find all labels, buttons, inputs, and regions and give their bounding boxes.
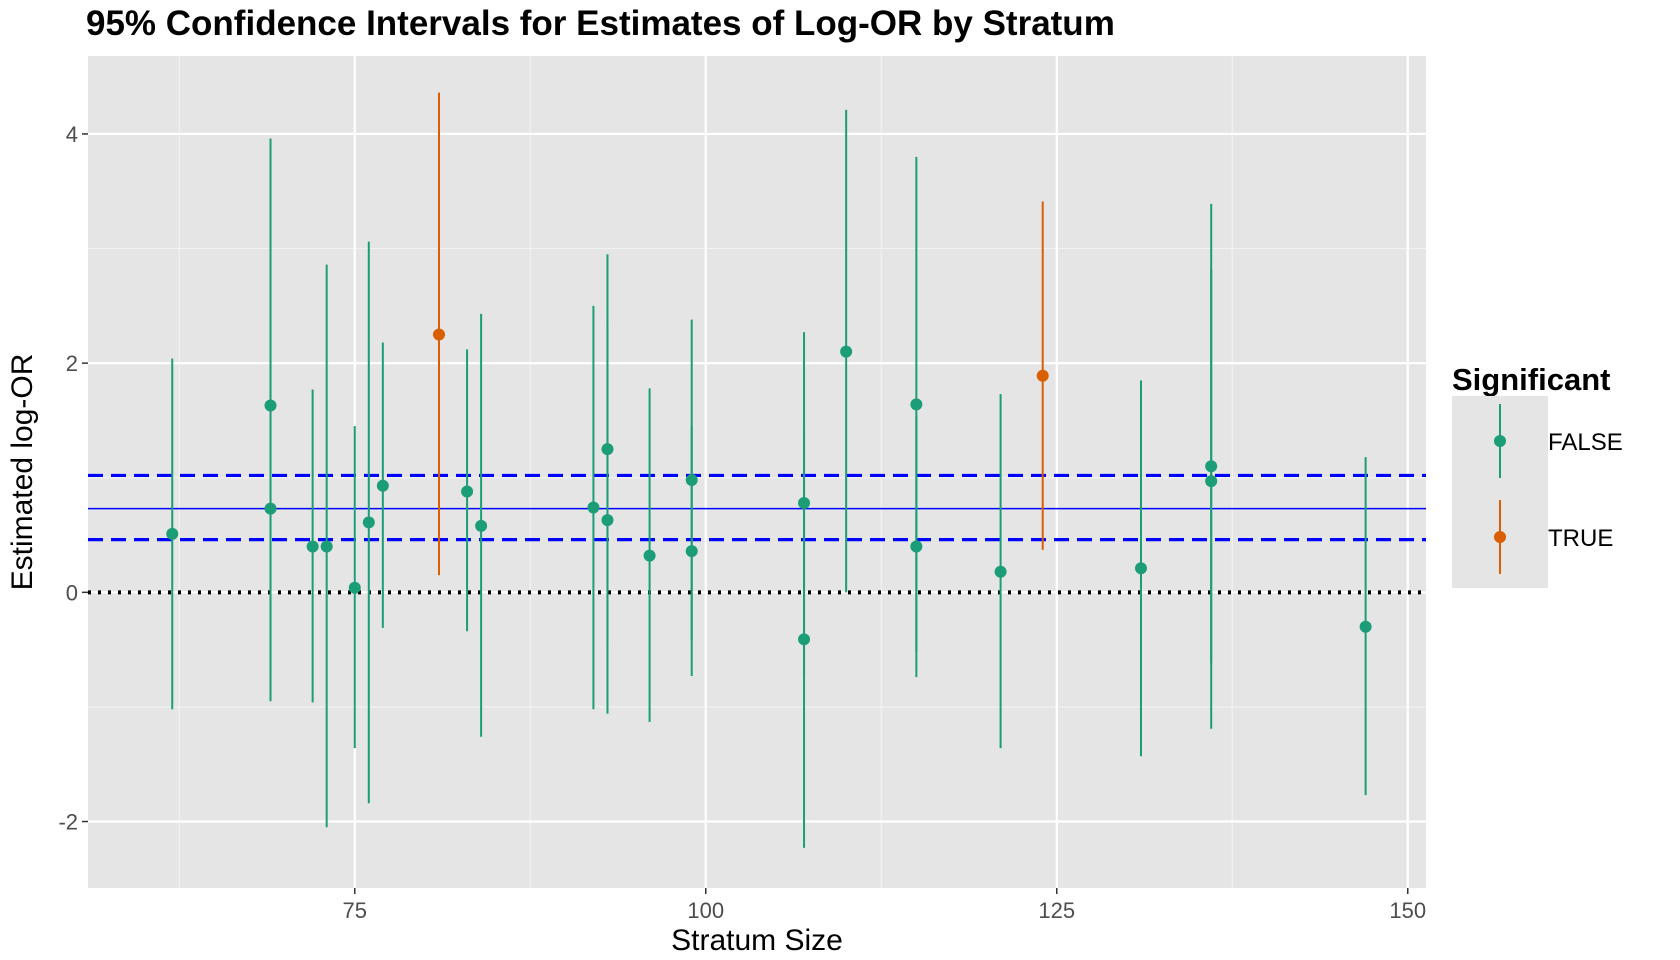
point-estimate-false	[798, 496, 811, 509]
point-estimate-false	[475, 519, 488, 532]
point-estimate-false	[643, 549, 656, 562]
major-gridlines	[88, 56, 1426, 888]
point-estimate-false	[320, 540, 333, 553]
legend-label-true: TRUE	[1548, 525, 1613, 552]
point-estimate-false	[1359, 620, 1372, 633]
legend-key-true-point	[1494, 531, 1506, 543]
point-estimate-true	[1036, 369, 1049, 382]
legend-key-false-point	[1494, 435, 1506, 447]
axes: 75 100 125 150 -2 0 2 4	[58, 122, 1426, 923]
point-estimate-false	[461, 485, 474, 498]
point-estimate-false	[306, 540, 319, 553]
point-estimate-false	[1205, 460, 1218, 473]
point-estimate-false	[685, 474, 698, 487]
point-estimate-false	[1205, 475, 1218, 488]
y-axis-title: Estimated log-OR	[6, 354, 39, 591]
point-estimate-false	[601, 443, 614, 456]
point-estimate-false	[166, 527, 179, 540]
y-tick-label: -2	[58, 810, 78, 835]
plot-panel	[88, 56, 1426, 888]
point-estimate-false	[264, 399, 277, 412]
y-tick-label: 0	[66, 580, 78, 605]
reference-lines	[88, 473, 1426, 595]
point-estimate-false	[994, 565, 1007, 578]
point-estimate-false	[1134, 562, 1147, 575]
point-estimate-false	[348, 581, 361, 594]
point-estimate-false	[376, 479, 389, 492]
x-tick-label: 100	[687, 898, 724, 923]
point-estimate-false	[587, 501, 600, 514]
point-estimate-false	[798, 633, 811, 646]
x-tick-label: 125	[1038, 898, 1075, 923]
y-tick-label: 2	[66, 351, 78, 376]
y-tick-label: 4	[66, 122, 78, 147]
data-marks	[166, 92, 1372, 848]
legend: Significant FALSE TRUE	[1452, 362, 1623, 588]
point-estimate-false	[840, 345, 853, 358]
minor-gridlines	[88, 56, 1426, 888]
legend-title: Significant	[1452, 362, 1610, 397]
point-estimate-false	[685, 545, 698, 558]
point-estimate-true	[432, 328, 445, 341]
point-estimate-false	[910, 398, 923, 411]
point-estimate-false	[264, 502, 277, 515]
point-estimate-false	[601, 514, 614, 527]
chart-title: 95% Confidence Intervals for Estimates o…	[86, 4, 1115, 43]
x-axis-title: Stratum Size	[671, 924, 843, 957]
point-estimate-false	[362, 516, 375, 529]
x-tick-label: 150	[1389, 898, 1426, 923]
legend-label-false: FALSE	[1548, 429, 1623, 456]
x-tick-label: 75	[343, 898, 367, 923]
point-estimate-false	[910, 540, 923, 553]
